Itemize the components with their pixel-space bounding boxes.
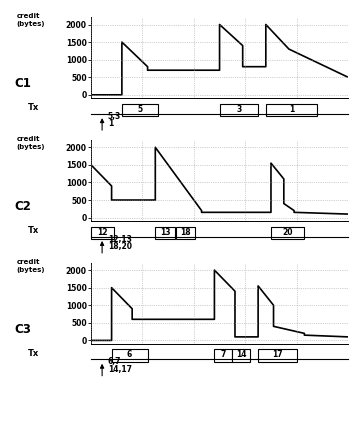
Text: credit
(bytes): credit (bytes)	[16, 14, 45, 27]
Text: Tx: Tx	[28, 349, 39, 358]
Bar	[271, 227, 305, 239]
Text: C1: C1	[15, 77, 32, 90]
Text: credit
(bytes): credit (bytes)	[16, 136, 45, 150]
Text: 18,20: 18,20	[108, 242, 132, 251]
Bar	[112, 350, 147, 362]
Text: 6,7: 6,7	[108, 357, 121, 366]
Text: 5: 5	[137, 105, 142, 114]
Text: 18: 18	[180, 228, 191, 236]
Bar	[220, 104, 258, 116]
Text: Tx: Tx	[28, 104, 39, 112]
Bar	[266, 104, 317, 116]
Text: 14: 14	[236, 350, 247, 359]
Text: 14,17: 14,17	[108, 365, 132, 374]
Text: 6: 6	[127, 350, 132, 359]
Text: C2: C2	[15, 200, 32, 213]
Text: 12,13: 12,13	[108, 235, 132, 243]
Text: 20: 20	[282, 228, 293, 236]
Text: C3: C3	[15, 323, 32, 336]
Text: 1: 1	[108, 119, 113, 128]
Text: credit
(bytes): credit (bytes)	[16, 259, 45, 273]
Bar	[155, 227, 175, 239]
Bar	[258, 350, 297, 362]
Text: 17: 17	[272, 350, 283, 359]
Text: 1: 1	[289, 105, 294, 114]
Text: 13: 13	[160, 228, 170, 236]
Bar	[122, 104, 158, 116]
Text: 12: 12	[97, 228, 108, 236]
Bar	[91, 227, 114, 239]
Bar	[176, 227, 195, 239]
Text: 7: 7	[221, 350, 226, 359]
Bar	[215, 350, 232, 362]
Bar	[232, 350, 250, 362]
Text: 3: 3	[236, 105, 241, 114]
Text: 5,3: 5,3	[108, 112, 121, 121]
Text: Tx: Tx	[28, 226, 39, 235]
